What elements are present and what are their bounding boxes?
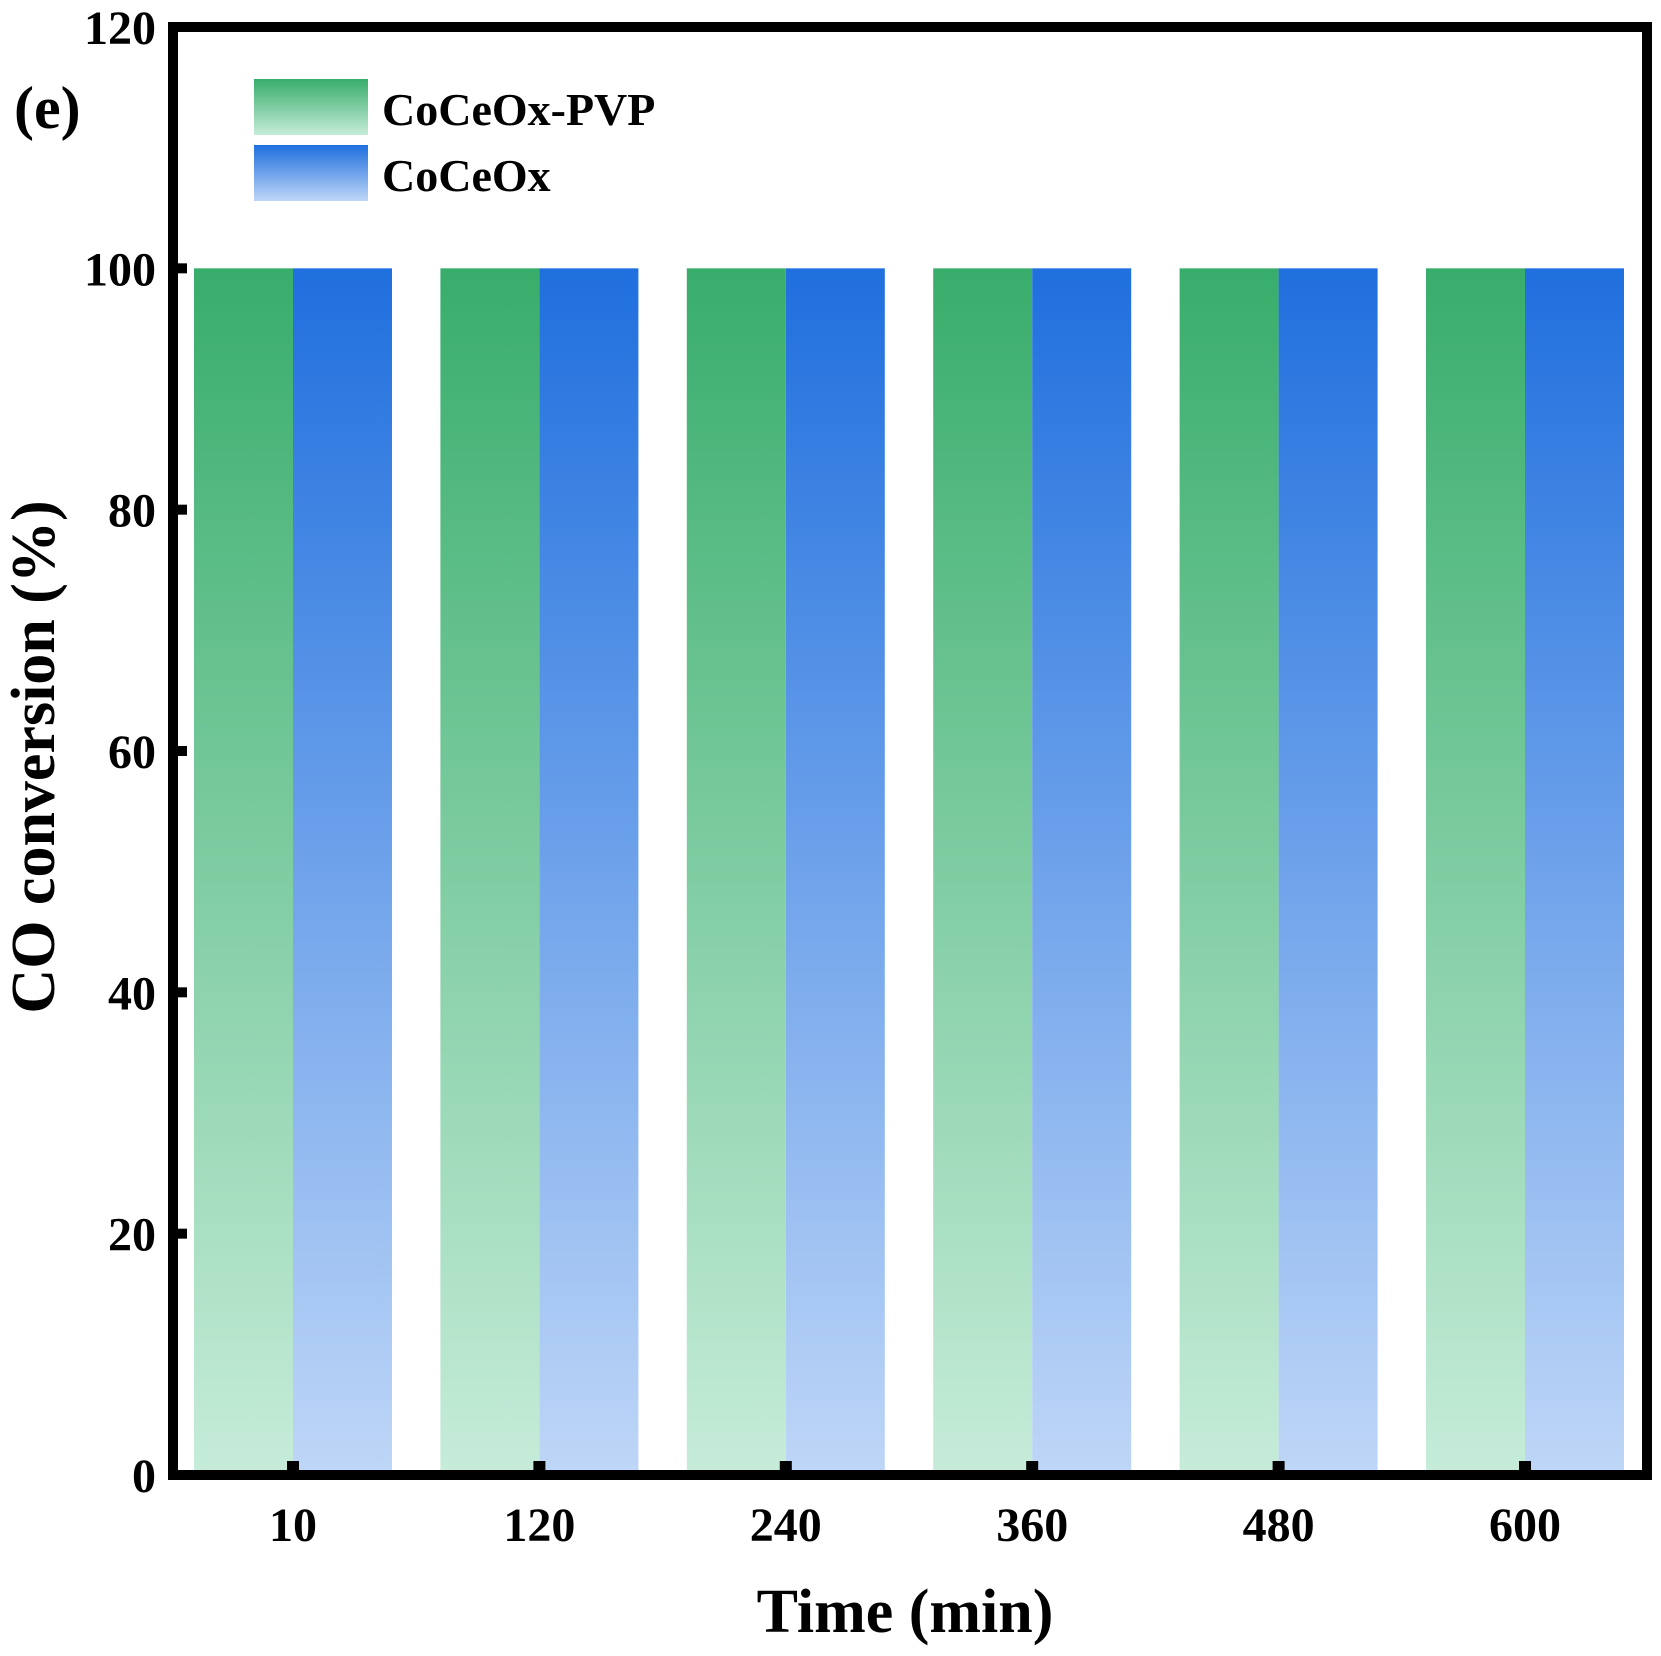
- y-tick-label-0: 0: [132, 1450, 156, 1503]
- y-tick-label-80: 80: [108, 485, 156, 538]
- legend-label-coceox-pvp: CoCeOx-PVP: [382, 84, 655, 135]
- legend-swatch-coceox-pvp: [254, 79, 368, 135]
- bar-coceox-600: [1525, 268, 1624, 1470]
- y-axis-ticks: 0 20 40 60 80 100 120: [84, 2, 187, 1503]
- bar-coceox-10: [293, 268, 392, 1470]
- y-tick-label-60: 60: [108, 726, 156, 779]
- bar-coceox-pvp-240: [686, 268, 786, 1470]
- x-tick-label-10: 10: [269, 1499, 317, 1552]
- bar-coceox-360: [1032, 268, 1132, 1470]
- x-tick-label-480: 480: [1243, 1499, 1315, 1552]
- bar-coceox-pvp-480: [1179, 268, 1279, 1470]
- bar-coceox-120: [539, 268, 639, 1470]
- plot-frame: [168, 22, 1652, 1480]
- bar-coceox-pvp-360: [933, 268, 1033, 1470]
- y-tick-label-120: 120: [84, 2, 156, 55]
- x-tick-label-120: 120: [503, 1499, 575, 1552]
- x-tick-label-360: 360: [996, 1499, 1068, 1552]
- y-axis-label: CO conversion (%): [0, 500, 68, 1013]
- x-axis-label: Time (min): [757, 1578, 1054, 1646]
- bar-coceox-pvp-120: [440, 268, 540, 1470]
- bar-coceox-480: [1278, 268, 1378, 1470]
- bar-coceox-pvp-10: [194, 268, 293, 1470]
- x-axis-ticks: 10 120 240 360 480 600: [269, 1461, 1561, 1552]
- bars-group: [194, 268, 1624, 1470]
- y-tick-label-100: 100: [84, 243, 156, 296]
- legend: CoCeOx-PVP CoCeOx: [254, 79, 655, 201]
- legend-label-coceox: CoCeOx: [382, 150, 551, 201]
- x-tick-label-240: 240: [750, 1499, 822, 1552]
- x-tick-label-600: 600: [1489, 1499, 1561, 1552]
- y-tick-label-40: 40: [108, 967, 156, 1020]
- panel-label: (e): [14, 75, 81, 141]
- legend-swatch-coceox: [254, 145, 368, 201]
- bar-coceox-pvp-600: [1426, 268, 1525, 1470]
- bar-coceox-240: [785, 268, 885, 1470]
- y-tick-label-20: 20: [108, 1209, 156, 1262]
